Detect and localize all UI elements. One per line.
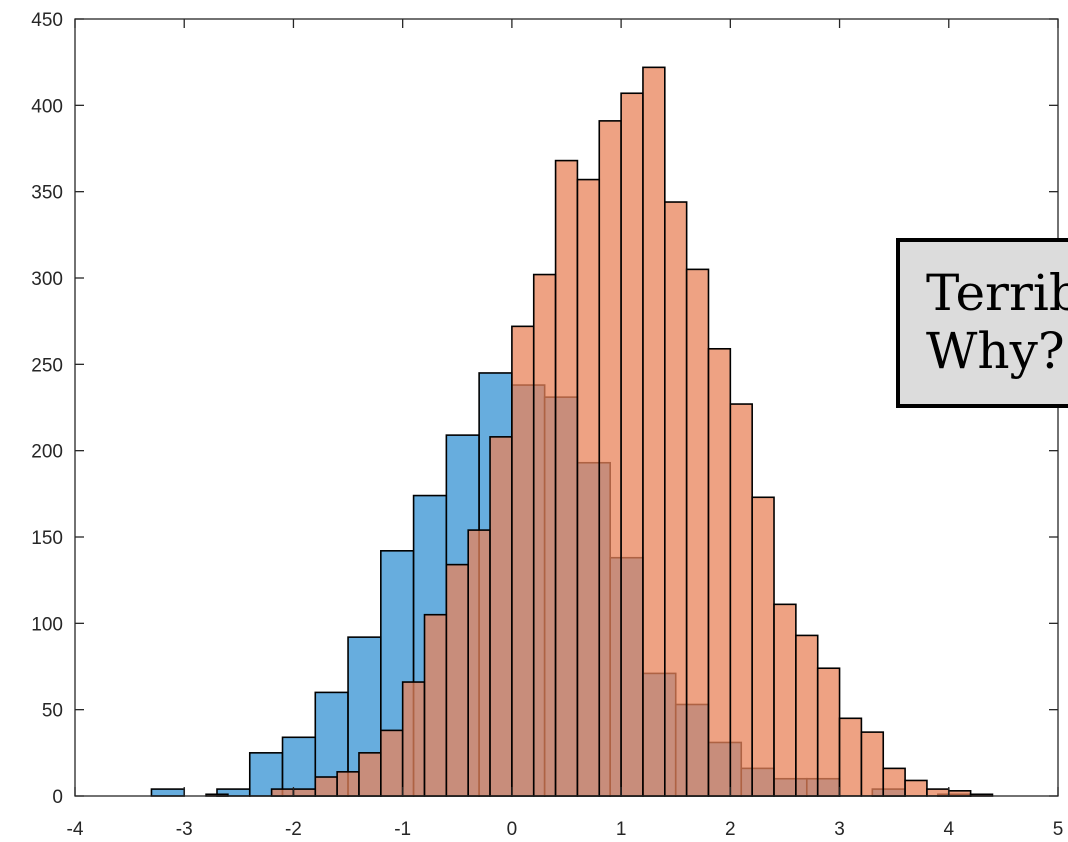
x-tick-label-2: -2 — [285, 819, 302, 840]
bar-series-2-bin-2 — [270, 788, 295, 797]
bar-series-2-bin-8 — [401, 681, 426, 797]
tick-labels-layer: -4 -3 -2 -1 0 1 2 3 4 505010015020025030035040045… — [31, 10, 1063, 840]
x-tick-label-5: 1 — [616, 819, 627, 840]
x-tick-label-8: 4 — [943, 819, 954, 840]
bar-series-2-bin-18 — [620, 92, 644, 797]
x-tick-label-3: -1 — [394, 819, 411, 840]
annotation-callout: Terrible! Why? — [896, 238, 1068, 408]
x-tick-label-4: 0 — [507, 819, 518, 840]
bar-series-2-bin-6 — [358, 752, 382, 797]
bar-series-2-bin-4 — [314, 776, 338, 797]
bar-series-2-bin-19 — [642, 66, 666, 797]
bar-series-2-bin-5 — [336, 771, 360, 797]
bar-series-2-bin-10 — [445, 563, 470, 797]
callout-line-2: Why? — [926, 322, 1065, 380]
bar-series-2-bin-20 — [663, 201, 688, 797]
y-tick-label-5: 250 — [31, 355, 63, 376]
bar-series-2-bin-17 — [598, 120, 622, 797]
bar-series-2-bin-11 — [467, 529, 491, 797]
y-tick-label-1: 50 — [42, 701, 63, 722]
y-tick-label-8: 400 — [31, 96, 63, 117]
y-tick-label-3: 150 — [31, 528, 63, 549]
bar-series-2-bin-14 — [532, 273, 557, 797]
y-tick-label-0: 0 — [52, 787, 63, 808]
bar-series-2-bin-22 — [707, 347, 732, 797]
bar-series-2-bin-30 — [882, 767, 906, 797]
bar-series-2-bin-31 — [904, 779, 928, 797]
bar-series-2-bin-25 — [773, 603, 797, 797]
bar-series-2-bin-15 — [554, 159, 579, 797]
bar-series-1-bin-4 — [281, 736, 317, 797]
x-tick-label-1: -3 — [176, 819, 193, 840]
bar-series-1-bin-1 — [150, 788, 186, 797]
y-tick-label-7: 350 — [31, 183, 63, 204]
y-tick-label-2: 100 — [31, 614, 63, 635]
x-tick-label-7: 3 — [834, 819, 845, 840]
bar-series-2-bin-3 — [292, 788, 317, 797]
bar-series-2-bin-29 — [860, 731, 885, 797]
bar-series-2-bin-7 — [380, 729, 404, 797]
bar-series-2-bin-32 — [926, 788, 950, 797]
y-tick-label-4: 200 — [31, 442, 63, 463]
bar-series-2-bin-33 — [947, 790, 972, 797]
x-tick-label-6: 2 — [725, 819, 736, 840]
y-tick-label-9: 450 — [31, 10, 63, 31]
y-tick-label-6: 300 — [31, 269, 63, 290]
bar-series-2-bin-16 — [576, 178, 601, 797]
bar-series-2-bin-26 — [795, 634, 819, 797]
bar-series-2-bin-12 — [489, 436, 513, 797]
x-tick-label-9: 5 — [1053, 819, 1064, 840]
bar-series-2-bin-9 — [423, 613, 448, 797]
bar-series-2-bin-28 — [838, 717, 863, 797]
x-tick-label-0: -4 — [67, 819, 84, 840]
bar-series-2-bin-21 — [685, 268, 710, 797]
bar-series-2-bin-27 — [816, 667, 841, 797]
bar-series-2-bin-23 — [729, 403, 753, 797]
bar-series-2-bin-13 — [511, 325, 535, 797]
bar-series-2-bin-24 — [751, 496, 775, 797]
callout-line-1: Terrible! — [926, 264, 1068, 322]
bars-layer — [150, 66, 994, 797]
